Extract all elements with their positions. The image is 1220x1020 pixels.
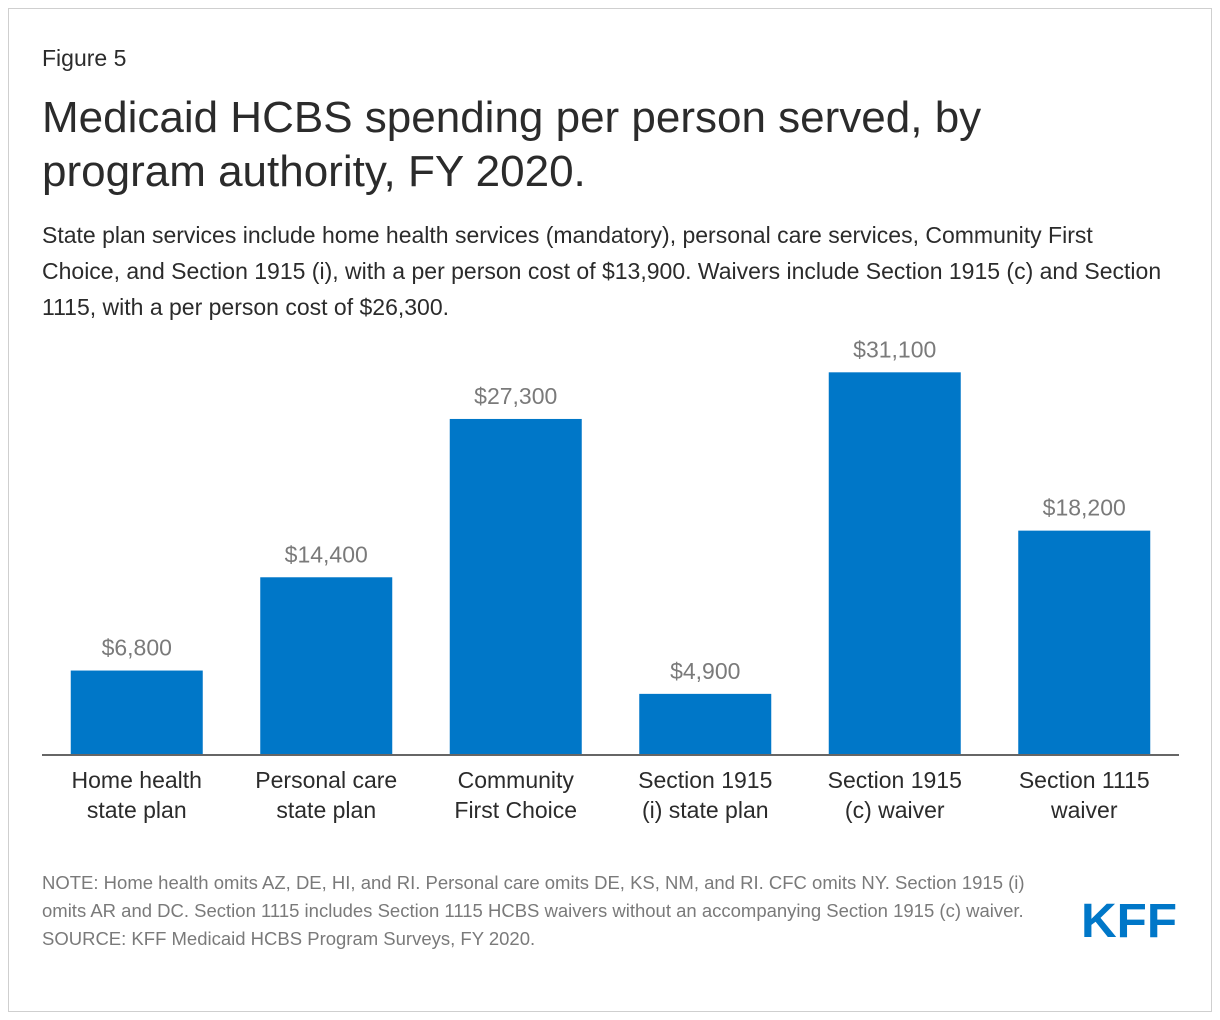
bar-3 — [639, 693, 772, 754]
bar-1 — [260, 577, 393, 754]
chart-subtitle: State plan services include home health … — [42, 222, 1162, 320]
source-text: SOURCE: KFF Medicaid HCBS Program Survey… — [42, 928, 536, 949]
x-tick-label-5-1: waiver — [1050, 797, 1118, 823]
bar-4 — [828, 372, 961, 754]
x-tick-label-4-1: (c) waiver — [845, 797, 945, 823]
chart-title: Medicaid HCBS spending per person served… — [42, 93, 982, 196]
x-tick-label-2-0: Community — [458, 767, 575, 793]
bar-5 — [1018, 530, 1151, 754]
bar-2 — [449, 418, 582, 754]
kff-logo: KFF — [1081, 897, 1177, 941]
x-tick-label-0-1: state plan — [87, 797, 187, 823]
x-tick-label-2-1: First Choice — [454, 797, 577, 823]
bar-chart: $6,800 Home health state plan $14,400 Person… — [42, 339, 1179, 823]
x-tick-label-5-0: Section 1115 — [1019, 767, 1150, 793]
x-tick-label-3-0: Section 1915 — [638, 767, 772, 793]
data-label-1: $14,400 — [285, 541, 368, 567]
data-label-0: $6,800 — [102, 635, 172, 661]
data-label-5: $18,200 — [1043, 495, 1126, 521]
x-tick-label-1-1: state plan — [276, 797, 376, 823]
bar-0 — [70, 670, 203, 754]
x-tick-label-0-0: Home health — [72, 767, 202, 793]
note-text: NOTE: Home health omits AZ, DE, HI, and … — [42, 872, 1025, 921]
data-label-2: $27,300 — [474, 383, 557, 409]
data-label-3: $4,900 — [670, 658, 740, 684]
figure-label: Figure 5 — [42, 45, 127, 71]
figure-container: Figure 5 Medicaid HCBS spending per pers… — [8, 8, 1212, 1012]
x-tick-label-3-1: (i) state plan — [642, 797, 769, 823]
data-label-4: $31,100 — [853, 339, 936, 362]
x-tick-label-4-0: Section 1915 — [828, 767, 962, 793]
kff-logo-text: KFF — [1081, 897, 1177, 941]
notes: NOTE: Home health omits AZ, DE, HI, and … — [42, 869, 1042, 953]
x-tick-label-1-0: Personal care — [255, 767, 397, 793]
